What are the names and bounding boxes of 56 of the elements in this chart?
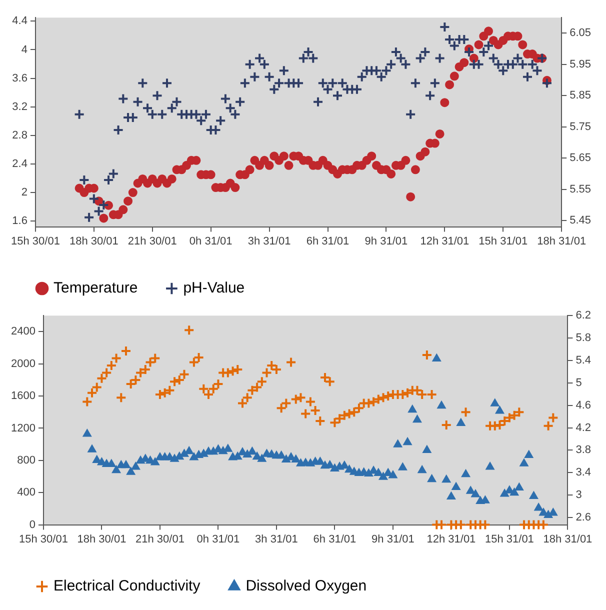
y-tick-label: 4.4 [12, 15, 28, 28]
x-tick-label: 15h 30/01 [11, 235, 60, 248]
y-tick-label: 400 [17, 486, 36, 499]
y2-tick-label: 3.4 [576, 466, 592, 479]
y-tick-label: 2400 [10, 326, 36, 338]
y2-tick-label: 6.05 [570, 27, 592, 40]
x-tick-label: 6h 31/01 [313, 533, 356, 546]
y-tick-label: 0 [29, 518, 36, 531]
y2-tick-label: 3.8 [576, 444, 592, 456]
x-tick-label: 0h 31/01 [196, 533, 240, 546]
y2-tick-label: 5.8 [576, 332, 592, 344]
y2-tick-label: 5.85 [570, 90, 592, 102]
y2-tick-label: 5.55 [570, 183, 592, 196]
legend-label: Temperature [54, 280, 138, 297]
y2-tick-label: 5.65 [570, 152, 592, 164]
y-tick-label: 800 [17, 454, 36, 466]
x-tick-label: 15h 30/01 [19, 533, 68, 546]
y2-tick-label: 5 [576, 376, 582, 389]
x-tick-label: 9h 31/01 [364, 235, 408, 248]
x-tick-label: 3h 31/01 [255, 533, 298, 546]
y-tick-label: 2.8 [12, 129, 28, 142]
legend-label: Dissolved Oxygen [246, 578, 367, 595]
y2-tick-label: 5.45 [570, 214, 592, 227]
x-tick-label: 18h 31/01 [543, 533, 592, 546]
x-tick-label: 18h 30/01 [69, 235, 118, 248]
y-tick-label: 2000 [10, 358, 36, 370]
y2-tick-label: 5.75 [570, 120, 592, 133]
x-tick-label: 0h 31/01 [189, 235, 232, 248]
y-tick-label: 4 [21, 44, 28, 56]
y2-tick-label: 3 [576, 489, 582, 502]
y2-tick-label: 2.6 [576, 512, 592, 524]
x-tick-label: 18h 31/01 [537, 235, 586, 248]
x-tick-label: 9h 31/01 [372, 533, 414, 546]
x-tick-label: 12h 31/01 [420, 235, 470, 248]
x-tick-label: 6h 31/01 [306, 235, 350, 248]
x-tick-label: 15h 31/01 [484, 533, 534, 546]
y2-tick-label: 4.6 [576, 399, 592, 412]
y-tick-label: 3.6 [12, 72, 28, 84]
x-tick-label: 18h 30/01 [77, 533, 126, 546]
y-tick-label: 1600 [10, 390, 36, 402]
y-tick-label: 2 [21, 186, 28, 199]
y2-tick-label: 5.95 [570, 58, 592, 70]
x-tick-label: 21h 30/01 [128, 235, 177, 248]
y-tick-label: 2.4 [12, 158, 28, 170]
legend-label: pH-Value [183, 280, 245, 297]
x-tick-label: 3h 31/01 [248, 235, 291, 248]
y2-tick-label: 4.2 [576, 422, 592, 434]
y2-tick-label: 6.2 [576, 310, 592, 322]
y2-tick-label: 5.4 [576, 354, 592, 366]
legend-label: Electrical Conductivity [54, 578, 201, 595]
x-tick-label: 12h 31/01 [426, 533, 476, 546]
y-tick-label: 1200 [10, 422, 36, 434]
y-tick-label: 1.6 [12, 215, 28, 228]
x-tick-label: 15h 31/01 [478, 235, 528, 248]
x-tick-label: 21h 30/01 [136, 533, 184, 546]
y-tick-label: 3.2 [12, 100, 28, 113]
